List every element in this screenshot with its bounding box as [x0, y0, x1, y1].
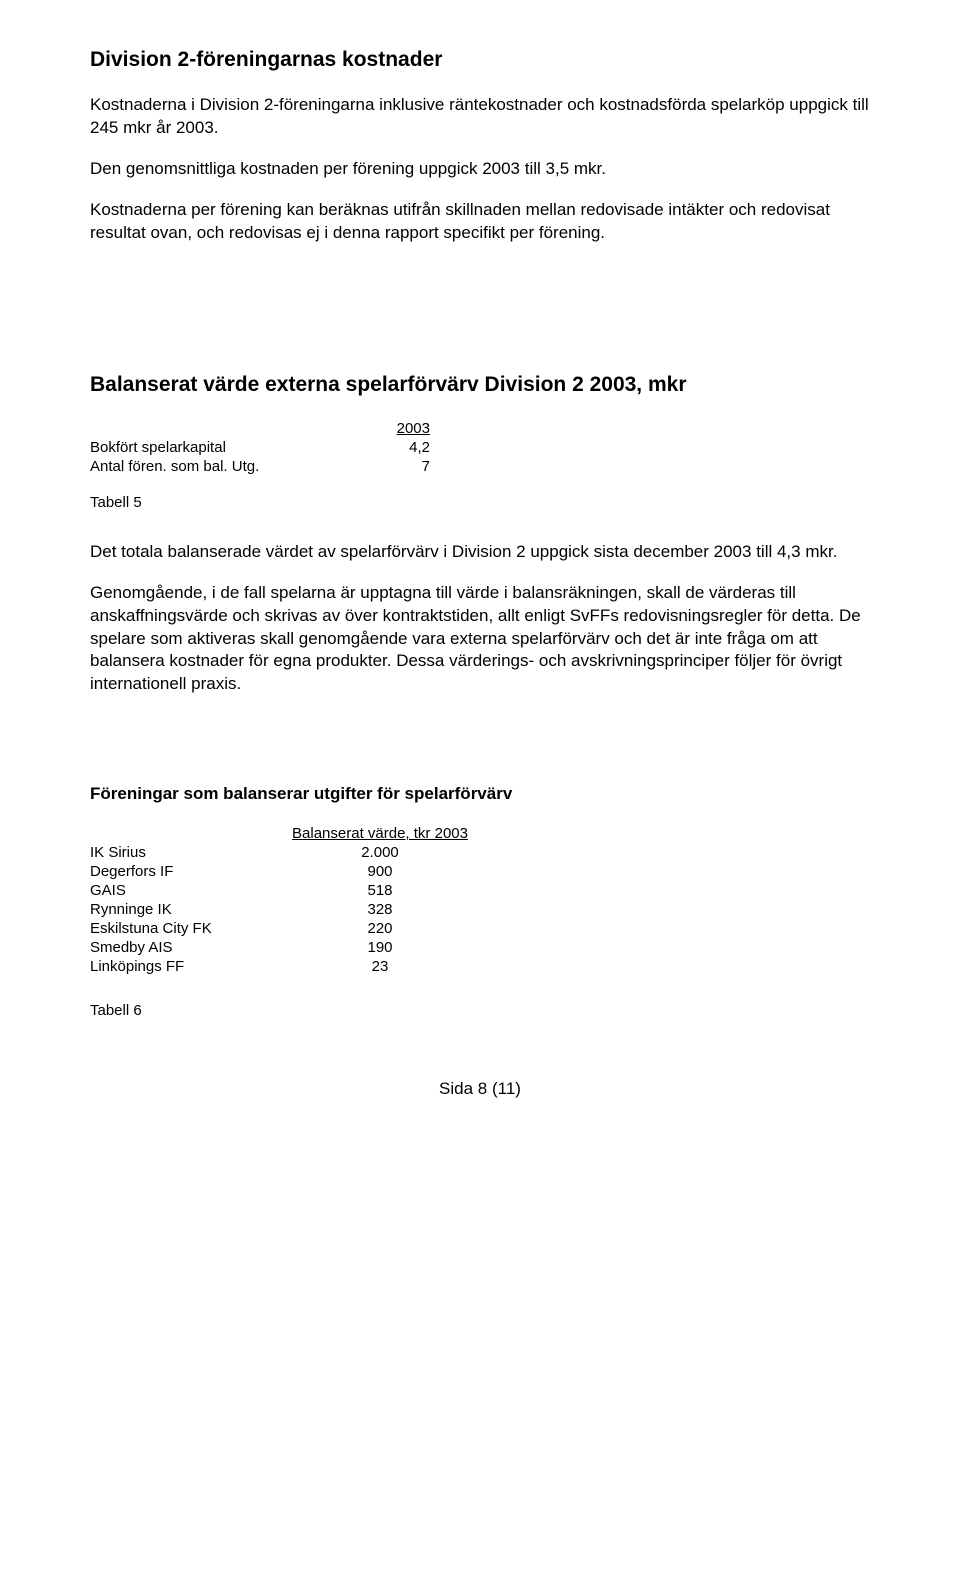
table-cell-label: Eskilstuna City FK [90, 919, 280, 938]
section1-paragraph-2: Den genomsnittliga kostnaden per förenin… [90, 158, 870, 181]
table-header-row: Balanserat värde, tkr 2003 [90, 824, 480, 843]
section2-title: Balanserat värde externa spelarförvärv D… [90, 373, 870, 397]
table-cell-label: Bokfört spelarkapital [90, 438, 380, 457]
table-cell-value: 328 [280, 900, 480, 919]
section2-paragraph-1: Det totala balanserade värdet av spelarf… [90, 541, 870, 564]
table-cell-label: Rynninge IK [90, 900, 280, 919]
table-header-year: 2003 [380, 419, 430, 438]
table-row: Smedby AIS 190 [90, 938, 480, 957]
section1-paragraph-1: Kostnaderna i Division 2-föreningarna in… [90, 94, 870, 140]
table-5-caption: Tabell 5 [90, 494, 870, 511]
table-cell-value: 4,2 [380, 438, 430, 457]
section1-paragraph-3: Kostnaderna per förening kan beräknas ut… [90, 199, 870, 245]
table-cell-value: 23 [280, 957, 480, 976]
spacer [90, 511, 870, 541]
table-row: Linköpings FF 23 [90, 957, 480, 976]
table-row: Bokfört spelarkapital 4,2 [90, 438, 430, 457]
table-row: IK Sirius 2.000 [90, 843, 480, 862]
table-empty-cell [90, 419, 380, 438]
table-cell-value: 518 [280, 881, 480, 900]
table-row: Rynninge IK 328 [90, 900, 480, 919]
table-row: Antal fören. som bal. Utg. 7 [90, 457, 430, 476]
table-5: 2003 Bokfört spelarkapital 4,2 Antal för… [90, 419, 430, 476]
table-cell-label: GAIS [90, 881, 280, 900]
table-cell-value: 220 [280, 919, 480, 938]
spacer [90, 976, 870, 1002]
spacer [90, 714, 870, 784]
document-page: Division 2-föreningarnas kostnader Kostn… [0, 0, 960, 1139]
table-cell-value: 900 [280, 862, 480, 881]
table-row: GAIS 518 [90, 881, 480, 900]
table-cell-label: Antal fören. som bal. Utg. [90, 457, 380, 476]
table-cell-label: Degerfors IF [90, 862, 280, 881]
table-empty-cell [90, 824, 280, 843]
table-row: Eskilstuna City FK 220 [90, 919, 480, 938]
table-6-caption: Tabell 6 [90, 1002, 870, 1019]
table-cell-label: Smedby AIS [90, 938, 280, 957]
table-cell-value: 2.000 [280, 843, 480, 862]
section2-paragraph-2: Genomgående, i de fall spelarna är uppta… [90, 582, 870, 697]
section1-title: Division 2-föreningarnas kostnader [90, 48, 870, 72]
table-6: Balanserat värde, tkr 2003 IK Sirius 2.0… [90, 824, 480, 976]
table-header-row: 2003 [90, 419, 430, 438]
table-cell-value: 7 [380, 457, 430, 476]
page-footer: Sida 8 (11) [90, 1079, 870, 1099]
spacer [90, 263, 870, 373]
table-header: Balanserat värde, tkr 2003 [280, 824, 480, 843]
table-row: Degerfors IF 900 [90, 862, 480, 881]
table-cell-value: 190 [280, 938, 480, 957]
table-cell-label: IK Sirius [90, 843, 280, 862]
table-cell-label: Linköpings FF [90, 957, 280, 976]
section3-title: Föreningar som balanserar utgifter för s… [90, 784, 870, 804]
